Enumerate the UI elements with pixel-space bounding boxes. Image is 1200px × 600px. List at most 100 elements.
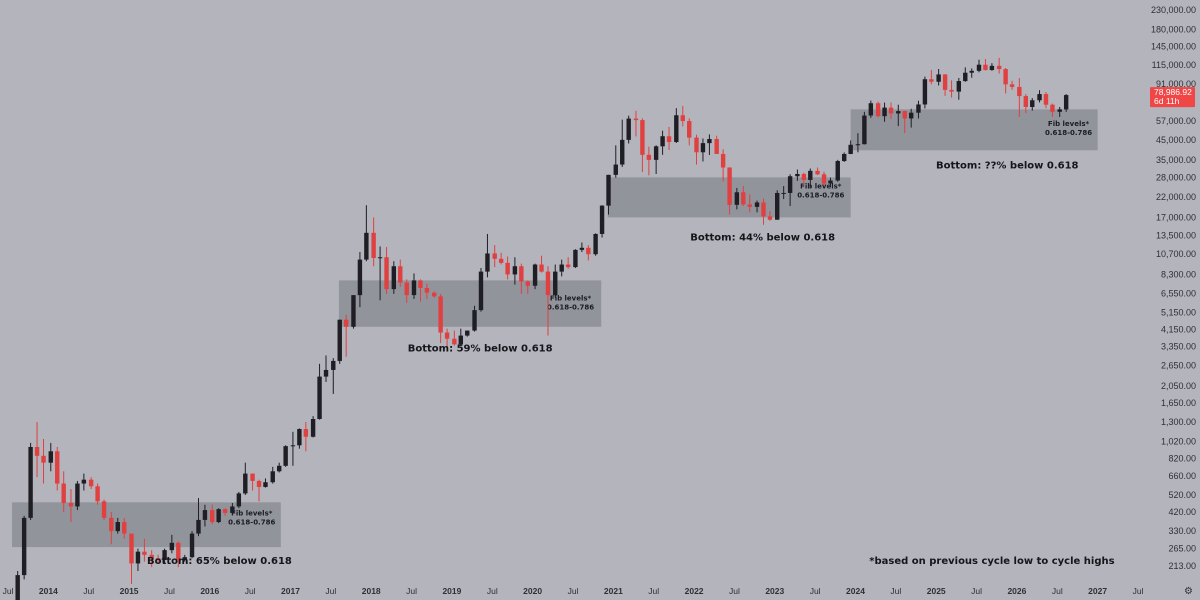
candle	[1037, 90, 1042, 103]
x-tick-label: 2027	[1088, 586, 1107, 596]
candle	[855, 133, 861, 153]
candle	[694, 134, 699, 165]
candle	[808, 168, 813, 188]
candle	[916, 100, 921, 119]
last-price-tag: 78,986.92 6d 11h	[1150, 87, 1195, 108]
candle	[343, 314, 349, 357]
x-axis[interactable]: Jul 2014 Jul 2015 Jul 2016 Jul 2017 Jul 2018 Jul 20…	[3, 586, 1144, 596]
candle	[687, 118, 692, 146]
candle-body	[660, 136, 665, 147]
candle	[149, 550, 154, 568]
candle	[1063, 94, 1069, 112]
gear-icon[interactable]: ⚙	[1184, 586, 1193, 597]
x-tick-label: 2026	[1007, 586, 1026, 596]
candle	[606, 174, 611, 215]
candle	[317, 363, 322, 420]
y-tick-label: 28,000.00	[1156, 173, 1196, 183]
candle	[956, 77, 962, 100]
candle	[1023, 94, 1029, 114]
candle-body	[472, 310, 477, 331]
y-axis[interactable]: 230,000.00 180,000.00 145,000.00 115,000.00…	[1151, 5, 1196, 571]
candle	[646, 146, 652, 176]
candle	[1057, 107, 1062, 117]
y-tick-label: 820.00	[1168, 454, 1196, 464]
candle	[949, 80, 954, 98]
candle-body	[754, 202, 760, 207]
candle-body	[135, 551, 141, 564]
candle-body	[75, 483, 80, 507]
candle	[122, 517, 127, 539]
candle	[81, 473, 87, 491]
y-tick-label: 5,150.00	[1161, 307, 1196, 317]
candle-body	[68, 502, 74, 507]
candle	[210, 504, 215, 525]
candle-body	[61, 483, 66, 503]
x-tick-label: Jul	[810, 586, 821, 596]
candle	[888, 102, 894, 120]
candle	[633, 110, 639, 137]
y-tick-label: 1,300.00	[1161, 417, 1196, 427]
y-tick-label: 115,000.00	[1152, 60, 1196, 70]
candle	[216, 508, 221, 524]
y-tick-label: 2,650.00	[1161, 360, 1196, 370]
x-tick-label: Jul	[890, 586, 901, 596]
candle-body	[176, 542, 181, 560]
candle-body	[263, 482, 268, 487]
candle	[377, 246, 383, 301]
candle-body	[633, 118, 639, 121]
candle	[424, 283, 430, 299]
candle-body	[115, 522, 120, 532]
x-tick-label: Jul	[164, 586, 175, 596]
candle-body	[337, 319, 342, 361]
candle	[875, 101, 881, 118]
candle	[256, 479, 262, 502]
candle-body	[599, 205, 605, 234]
candle	[908, 108, 914, 128]
candle-body	[539, 264, 544, 272]
candle-body	[277, 465, 282, 472]
candle	[135, 548, 141, 572]
x-tick-label: Jul	[83, 586, 94, 596]
candle-body	[896, 111, 901, 114]
candle	[519, 263, 524, 294]
candle-body	[916, 104, 921, 113]
candle-body	[942, 74, 948, 90]
candle	[579, 242, 585, 253]
candle-body	[95, 486, 100, 502]
candle	[41, 439, 46, 484]
candle	[969, 68, 974, 78]
candle	[922, 76, 928, 109]
candle	[458, 328, 464, 346]
candle-body	[41, 455, 46, 463]
candle	[142, 538, 147, 562]
candle	[431, 291, 437, 298]
candle-body	[868, 103, 874, 116]
candle	[573, 249, 578, 268]
candle	[337, 319, 342, 364]
x-tick-label: 2018	[362, 586, 381, 596]
fib-zone-label: Fib levels*	[231, 509, 273, 517]
candle-body	[411, 280, 417, 296]
candle	[310, 416, 316, 438]
candle	[351, 295, 356, 329]
x-tick-label: 2019	[442, 586, 461, 596]
candle	[989, 63, 995, 71]
y-tick-label: 520.00	[1168, 490, 1196, 500]
candle	[48, 442, 53, 472]
candle	[263, 478, 268, 488]
candle-body	[196, 519, 201, 534]
y-tick-label: 8,300.00	[1161, 269, 1196, 279]
candle	[754, 200, 760, 213]
candle-body	[256, 480, 262, 487]
candle	[75, 480, 80, 511]
candle-body	[48, 451, 53, 463]
candle-body	[28, 446, 33, 518]
fib-zone-range: 0.618-0.786	[797, 191, 844, 199]
candle-body	[189, 533, 195, 558]
candle-body	[283, 446, 288, 466]
x-tick-label: 2025	[927, 586, 946, 596]
candle	[599, 205, 605, 238]
candle-body	[720, 153, 726, 168]
candle	[565, 257, 571, 269]
